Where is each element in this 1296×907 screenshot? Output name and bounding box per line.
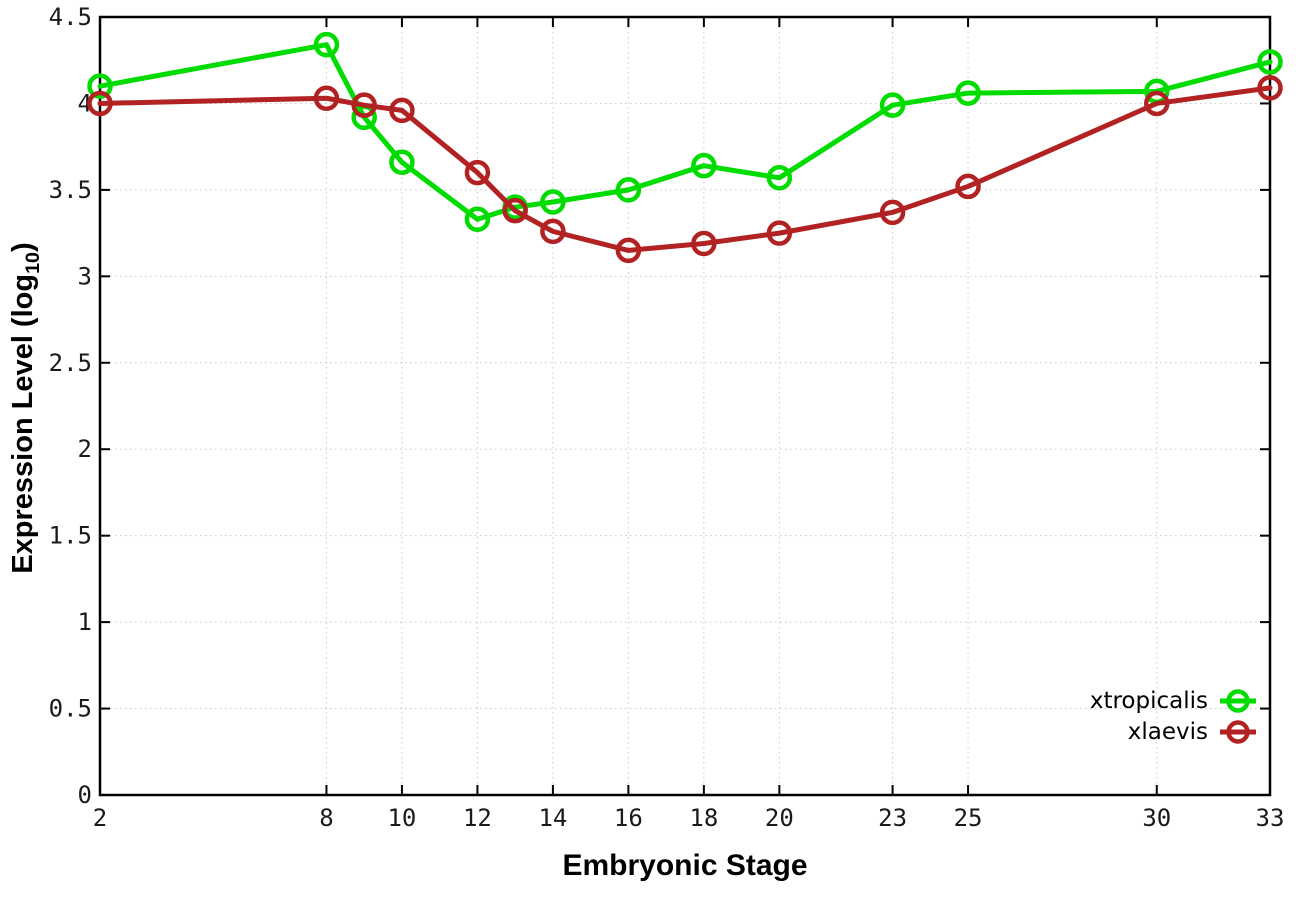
data-point-xlaevis <box>540 218 566 245</box>
y-axis-title-close: ) <box>7 242 40 252</box>
data-point-xlaevis <box>615 237 642 264</box>
data-point-xtropicalis <box>87 73 113 99</box>
data-point-xtropicalis <box>615 177 642 203</box>
y-tick-label: 4.5 <box>49 3 92 31</box>
legend-entry-xtropicalis: xtropicalis <box>1090 685 1258 716</box>
data-point-xlaevis <box>955 173 981 200</box>
series-xtropicalis <box>87 31 1283 233</box>
data-point-xtropicalis <box>691 152 717 179</box>
x-tick-label: 14 <box>538 804 567 832</box>
data-point-xtropicalis <box>1257 49 1283 75</box>
y-tick-label: 3 <box>78 262 92 290</box>
y-tick-label: 2.5 <box>49 349 92 377</box>
series-line-xlaevis <box>97 85 1273 253</box>
x-tick-label: 30 <box>1142 804 1171 832</box>
data-point-xlaevis <box>87 90 113 117</box>
data-point-xlaevis <box>389 97 415 124</box>
axis-ticks <box>99 16 1271 796</box>
legend-label-xlaevis: xlaevis <box>1127 718 1208 745</box>
x-tick-label: 25 <box>954 804 983 832</box>
y-tick-label: 1.5 <box>49 522 92 550</box>
legend-marker-xtropicalis-icon <box>1220 688 1256 713</box>
x-tick-label: 33 <box>1256 804 1285 832</box>
y-tick-label: 1 <box>78 608 92 636</box>
data-point-xtropicalis <box>313 31 340 58</box>
data-point-xtropicalis <box>955 80 981 106</box>
legend: xtropicalis xlaevis <box>1090 685 1258 747</box>
legend-label-xtropicalis: xtropicalis <box>1089 687 1208 714</box>
y-axis-title: Expression Level (log10) <box>7 242 45 573</box>
legend-marker-xlaevis-icon <box>1220 719 1256 744</box>
y-tick-label: 2 <box>78 435 92 463</box>
data-point-xlaevis <box>313 85 340 112</box>
x-tick-label: 18 <box>689 804 718 832</box>
plot-border <box>98 15 1272 797</box>
x-tick-label: 20 <box>765 804 794 832</box>
x-tick-label: 8 <box>319 804 333 832</box>
data-point-xlaevis <box>691 230 717 257</box>
y-axis-title-text: Expression Level (log <box>7 273 40 574</box>
data-point-xlaevis <box>1144 90 1170 117</box>
data-point-xlaevis <box>464 159 491 186</box>
data-point-xtropicalis <box>540 189 566 215</box>
series-xlaevis <box>87 75 1283 264</box>
data-point-xlaevis <box>766 220 793 246</box>
gridlines <box>99 16 1271 796</box>
data-point-xlaevis <box>1257 75 1283 101</box>
x-tick-labels: 2 8 10 12 14 16 18 20 23 25 30 33 <box>93 804 1285 832</box>
data-point-xlaevis <box>879 199 906 226</box>
x-tick-label: 23 <box>878 804 907 832</box>
y-tick-labels: 0 0.5 1 1.5 2 2.5 3 3.5 4 4.5 <box>49 3 92 809</box>
x-tick-label: 16 <box>614 804 643 832</box>
data-point-xtropicalis <box>766 165 793 191</box>
data-point-xlaevis <box>502 197 528 224</box>
data-point-xtropicalis <box>464 206 491 233</box>
x-tick-label: 2 <box>93 804 107 832</box>
data-point-xtropicalis <box>389 149 415 175</box>
y-tick-label: 0 <box>78 781 92 809</box>
data-point-xlaevis <box>351 92 377 118</box>
x-tick-label: 12 <box>463 804 492 832</box>
y-axis-title-subscript: 10 <box>21 251 44 274</box>
y-tick-label: 0.5 <box>49 695 92 723</box>
x-axis-title: Embryonic Stage <box>562 849 808 882</box>
x-tick-label: 10 <box>387 804 416 832</box>
data-point-xtropicalis <box>879 92 906 118</box>
legend-entry-xlaevis: xlaevis <box>1090 716 1258 747</box>
y-tick-label: 4 <box>78 89 92 117</box>
y-tick-label: 3.5 <box>49 176 92 204</box>
